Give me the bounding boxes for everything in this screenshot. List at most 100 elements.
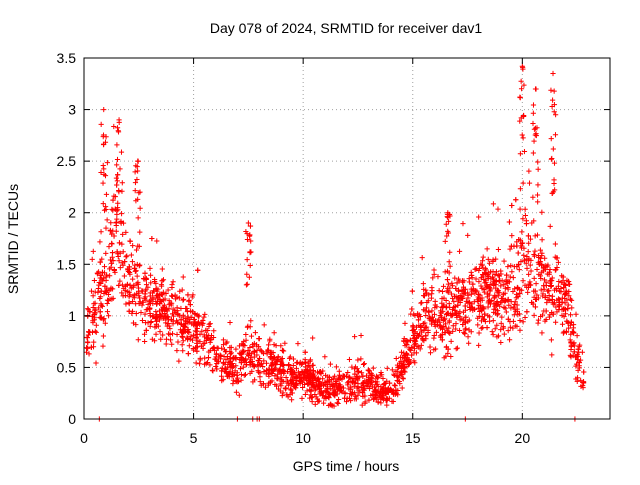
data-point [532, 288, 538, 294]
data-point [322, 381, 328, 387]
data-point [141, 331, 148, 337]
data-point [147, 272, 154, 278]
data-point [96, 305, 102, 311]
data-point [90, 318, 96, 324]
data-point [384, 397, 390, 403]
data-point [97, 259, 103, 265]
data-point [176, 358, 182, 364]
data-point [455, 302, 461, 308]
data-point [528, 268, 534, 274]
data-point [336, 396, 342, 403]
data-point [120, 262, 126, 268]
data-point [236, 392, 242, 398]
data-point [92, 300, 98, 306]
data-point [290, 362, 296, 369]
data-point [543, 316, 549, 323]
data-point [449, 280, 455, 286]
data-point [194, 348, 200, 354]
data-point [517, 290, 523, 296]
data-point [575, 367, 581, 374]
data-point [476, 342, 482, 348]
data-point [411, 311, 417, 317]
data-point [243, 356, 249, 362]
data-point [420, 281, 426, 287]
data-point [247, 223, 254, 229]
data-point [88, 288, 95, 294]
data-point [465, 232, 471, 239]
data-point [380, 385, 386, 391]
data-point [197, 357, 203, 363]
data-point [514, 243, 520, 249]
data-point [137, 189, 143, 195]
data-point [269, 361, 275, 367]
data-point [461, 278, 467, 284]
data-point [169, 293, 175, 299]
data-point [140, 288, 146, 294]
data-point [410, 327, 416, 334]
data-point [523, 260, 529, 266]
data-point [176, 313, 182, 319]
data-point [521, 257, 527, 263]
data-point [535, 182, 541, 188]
data-point [345, 382, 351, 388]
data-point [466, 340, 472, 346]
data-point [457, 309, 463, 315]
data-point [472, 266, 478, 272]
data-point [550, 300, 556, 306]
data-point [277, 388, 283, 394]
data-point [194, 344, 201, 350]
data-point [103, 191, 110, 198]
data-point [361, 361, 367, 367]
data-point [141, 276, 147, 282]
data-point [188, 314, 194, 320]
data-point [475, 291, 482, 298]
data-point [244, 271, 250, 277]
data-point [194, 312, 200, 318]
data-point [413, 324, 420, 330]
y-tick-label: 0 [68, 411, 76, 427]
data-point [369, 372, 375, 378]
data-point [277, 361, 283, 368]
data-point [567, 312, 574, 318]
data-point [520, 278, 526, 284]
data-point [420, 292, 427, 299]
data-point [424, 324, 430, 330]
data-point [293, 374, 299, 380]
data-point [346, 374, 352, 380]
data-point [395, 364, 401, 370]
data-point [436, 316, 442, 322]
data-point [288, 377, 294, 383]
data-point [312, 401, 318, 407]
data-point [439, 288, 446, 295]
data-point [505, 328, 511, 334]
data-point [381, 380, 388, 387]
data-point [256, 335, 262, 342]
data-point [563, 329, 570, 335]
data-point [118, 149, 125, 155]
data-point [98, 288, 104, 294]
data-point [225, 364, 231, 370]
data-point [106, 243, 112, 250]
data-point [233, 346, 239, 352]
data-point [252, 329, 258, 336]
data-point [568, 344, 574, 350]
data-point [517, 327, 523, 333]
data-point [479, 262, 485, 268]
data-point [517, 94, 523, 100]
data-point [203, 337, 209, 343]
data-point [157, 312, 164, 318]
data-point [482, 280, 488, 286]
data-point [445, 281, 452, 287]
data-point [191, 316, 198, 322]
data-point [126, 269, 133, 276]
data-point [519, 240, 525, 247]
data-point [243, 361, 250, 368]
data-point [187, 302, 193, 308]
data-point [569, 305, 575, 311]
data-point [132, 179, 139, 186]
data-point [431, 332, 437, 339]
data-point [443, 311, 450, 318]
data-point [346, 395, 353, 402]
data-point [224, 339, 230, 345]
data-point [232, 368, 238, 374]
